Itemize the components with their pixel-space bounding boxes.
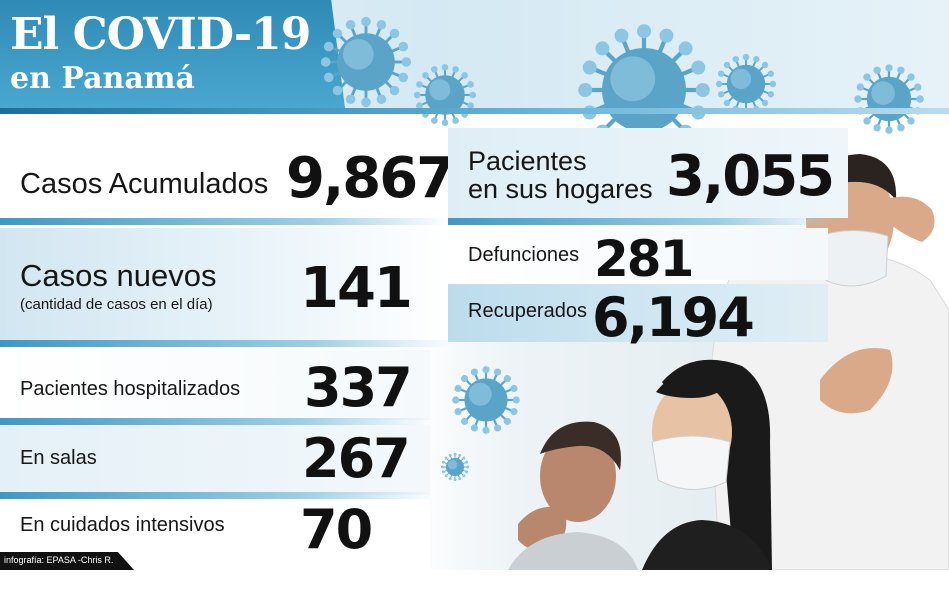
virus-icon [440,452,470,482]
casos-nuevos-sublabel: (cantidad de casos en el día) [20,296,213,313]
band [0,492,432,499]
virus-icon [715,53,777,115]
band [0,418,432,425]
defunciones-value: 281 [594,230,694,288]
casos-acumulados-value: 9,867 [286,146,455,211]
recuperados-value: 6,194 [592,286,755,349]
band [0,340,448,347]
panel-en-salas: En salas 267 [0,425,430,495]
header: El COVID-19 en Panamá [0,0,949,156]
panel-casos-nuevos: Casos nuevos (cantidad de casos en el dí… [0,228,448,340]
man-coughing-illustration [508,421,638,570]
credit-text: infografía: EPASA -Chris R. [4,555,114,565]
credit-tag: infografía: EPASA -Chris R. [0,552,134,570]
en-salas-label: En salas [20,447,97,469]
title-band [0,0,345,108]
virus-icon [413,63,477,127]
panel-recuperados: Recuperados 6,194 [448,284,828,349]
cuidados-intensivos-label: En cuidados intensivos [20,514,225,536]
panel-hospitalizados: Pacientes hospitalizados 337 [0,350,430,420]
pacientes-hogares-label-1: Pacientes [468,146,587,176]
panel-casos-acumulados: Casos Acumulados 9,867 [0,128,455,218]
woman-with-mask-illustration [642,359,772,570]
casos-acumulados-label: Casos Acumulados [20,168,269,200]
recuperados-label: Recuperados [468,300,587,322]
title-line-1: El COVID-19 [10,9,311,60]
title-line-2: en Panamá [10,61,195,96]
header-rule [0,108,949,114]
virus-icon [452,366,520,434]
casos-nuevos-value: 141 [300,256,413,321]
panel-defunciones: Defunciones 281 [448,228,828,288]
defunciones-label: Defunciones [468,244,580,266]
band [0,218,448,225]
pacientes-hogares-value: 3,055 [666,144,835,209]
panel-pacientes-hogares: Pacientes en sus hogares 3,055 [448,128,848,218]
band [448,218,838,225]
hospitalizados-label: Pacientes hospitalizados [20,378,241,400]
cuidados-intensivos-value: 70 [300,498,373,561]
panel-cuidados-intensivos: En cuidados intensivos 70 [0,498,430,570]
en-salas-value: 267 [302,427,411,490]
virus-icon [854,64,924,134]
hospitalizados-value: 337 [304,356,413,419]
casos-nuevos-label: Casos nuevos [20,258,217,293]
pacientes-hogares-label-2: en sus hogares [468,174,653,204]
virus-icon [320,16,412,108]
